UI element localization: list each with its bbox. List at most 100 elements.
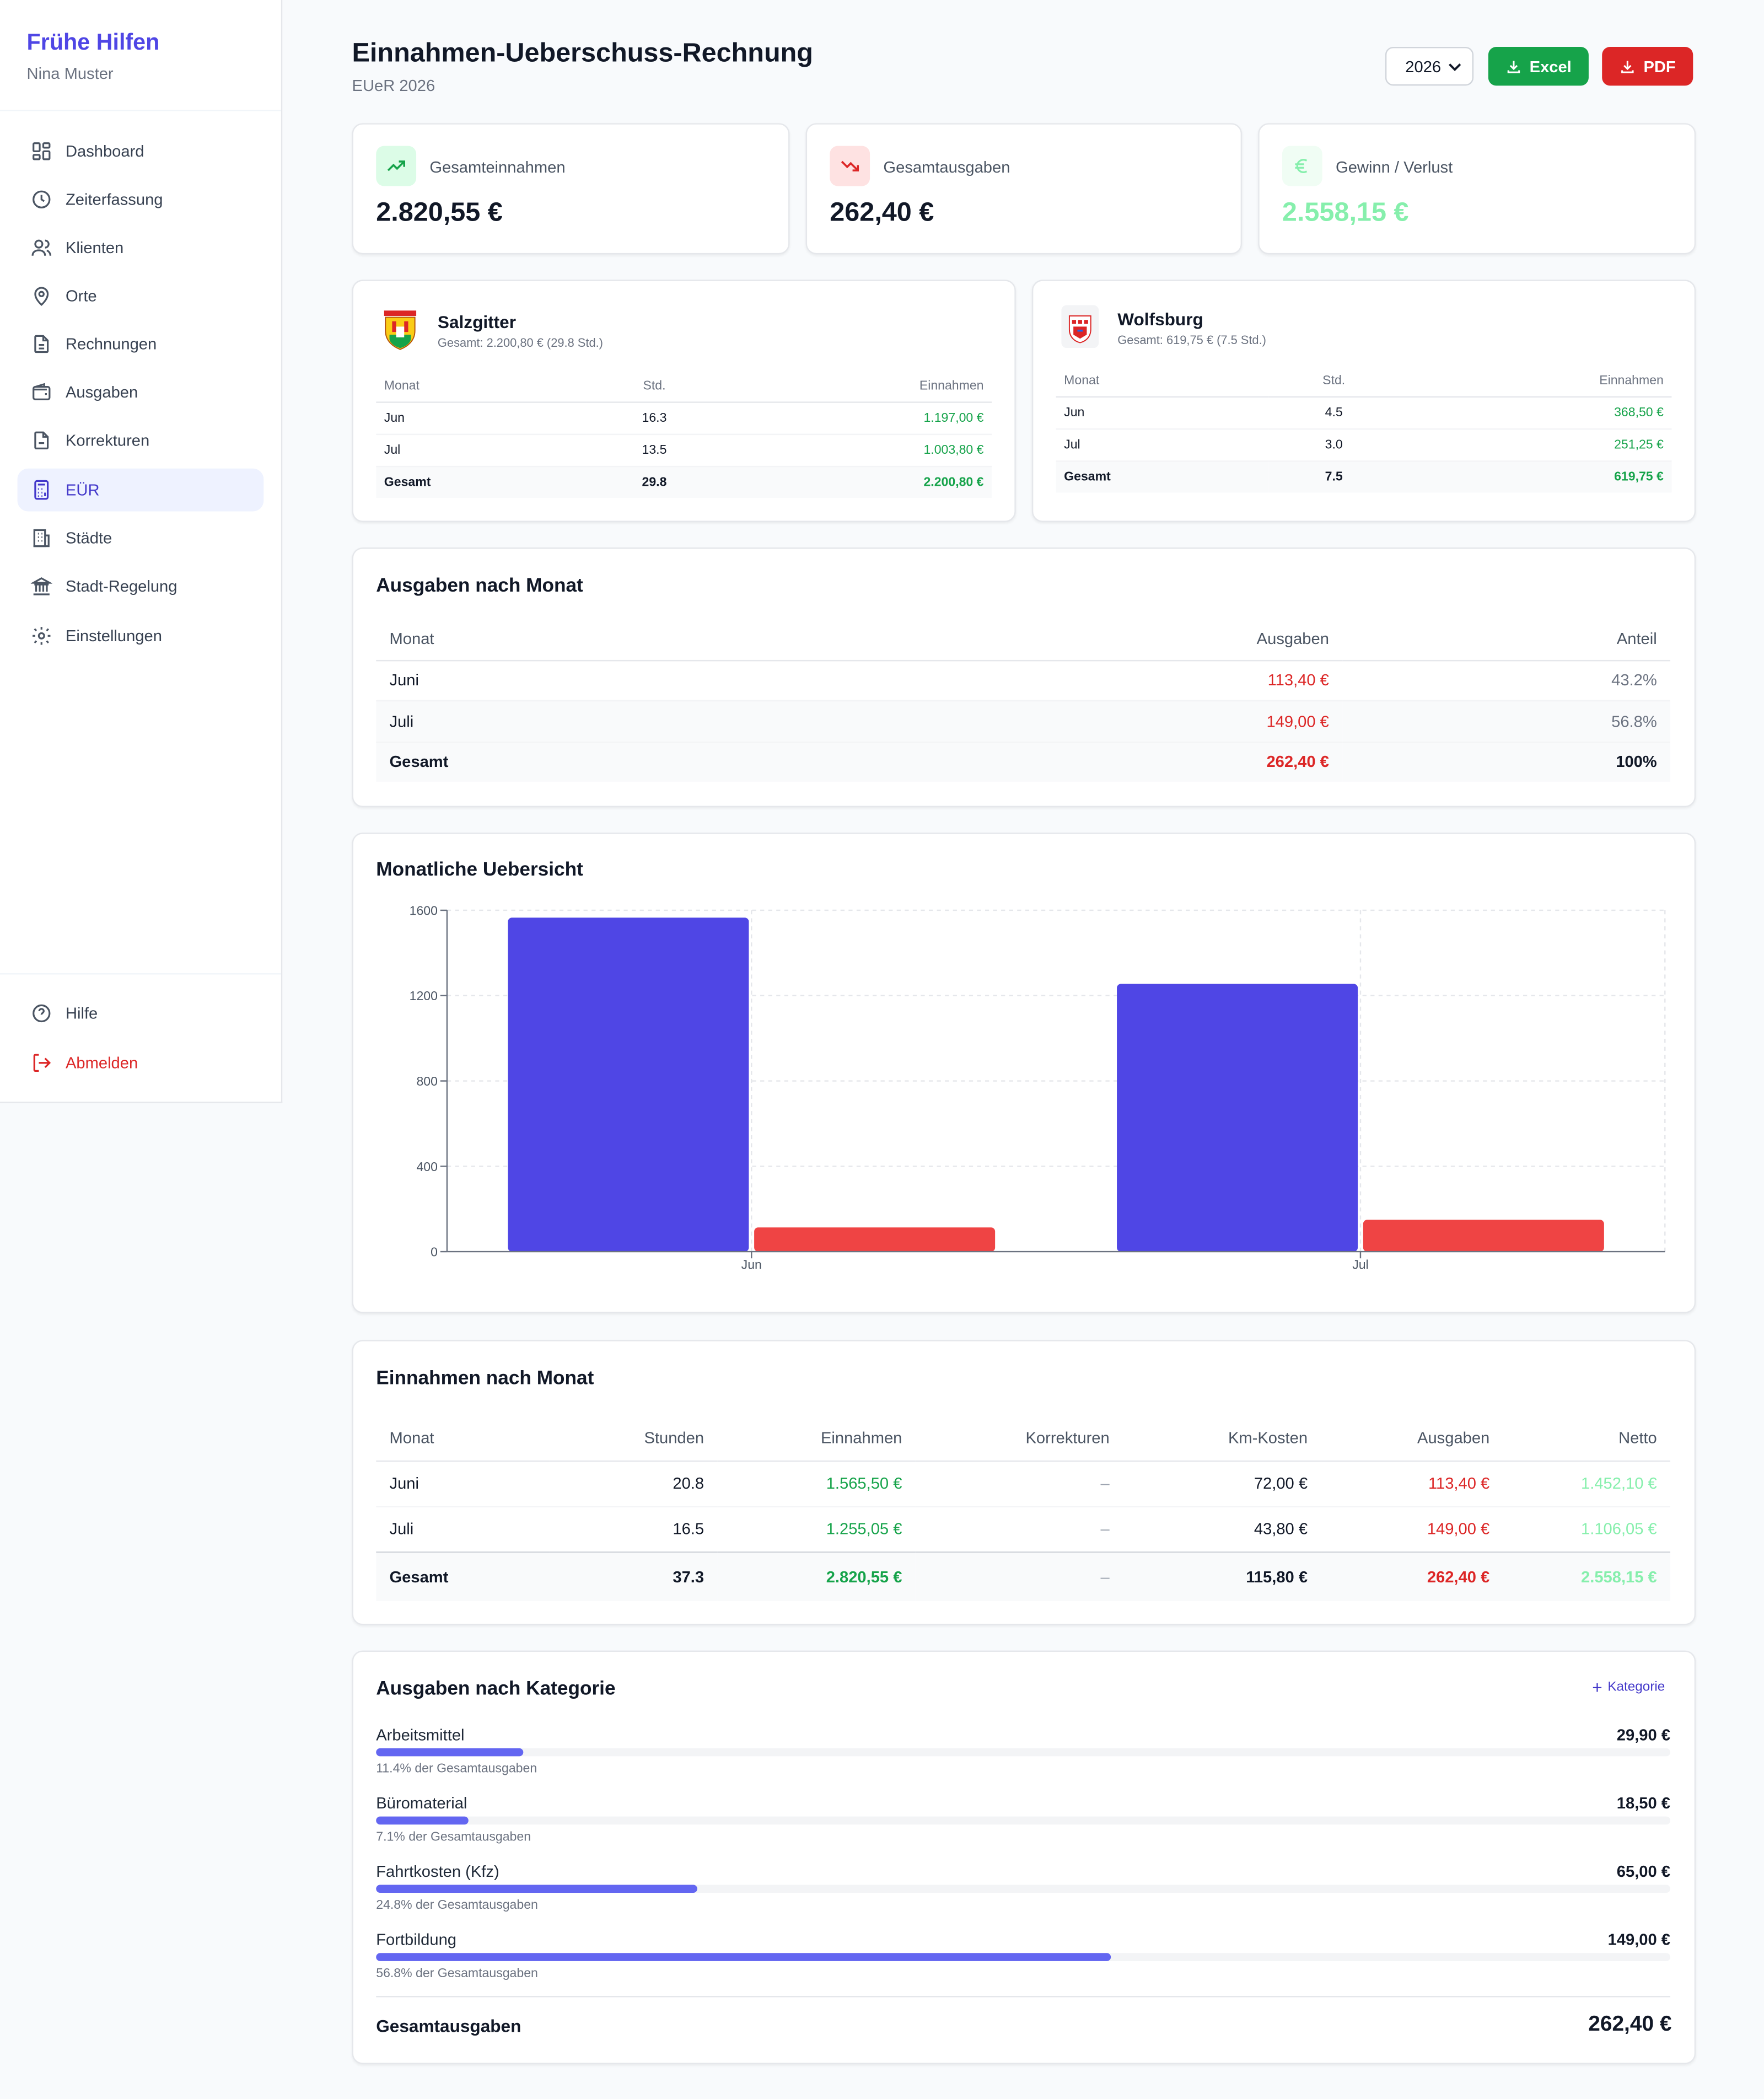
pdf-export-button[interactable]: PDF [1602, 46, 1693, 86]
city-card-wolfsburg: Wolfsburg Gesamt: 619,75 € (7.5 Std.) Mo… [1031, 280, 1696, 522]
cell-hours: 13.5 [586, 434, 723, 468]
y-tick-label: 1200 [410, 989, 438, 1003]
cell-hours: 29.8 [586, 466, 723, 498]
sidebar-item-korrekturen[interactable]: Korrekturen [18, 419, 264, 462]
category-percent: 56.8% der Gesamtausgaben [376, 1966, 538, 1982]
cell-corrections: – [915, 1460, 1123, 1507]
cell-income: 2.820,55 € [717, 1550, 916, 1601]
download-icon [1507, 60, 1520, 73]
trending-down-icon [830, 146, 870, 186]
city-name: Salzgitter [437, 312, 516, 332]
cell-income: 1.565,50 € [717, 1460, 916, 1507]
calculator-icon [31, 479, 52, 501]
excel-export-button[interactable]: Excel [1488, 46, 1589, 86]
building-icon [31, 528, 52, 549]
logout-button[interactable]: Abmelden [18, 1042, 264, 1085]
brand-title[interactable]: Frühe Hilfen [26, 29, 160, 55]
total-expenses-value: 262,40 € [1588, 2013, 1672, 2036]
category-progress-fill [376, 1885, 697, 1893]
add-category-button[interactable]: + Kategorie [1592, 1678, 1665, 1695]
category-name: Fortbildung [376, 1930, 457, 1950]
help-icon [31, 1002, 52, 1024]
category-progress-track [376, 1748, 1671, 1757]
category-value: 65,00 € [1616, 1862, 1671, 1881]
section-title: Ausgaben nach Monat [376, 575, 583, 597]
user-name: Nina Muster [26, 64, 114, 83]
category-progress-fill [376, 1816, 468, 1825]
cell-income: 368,50 € [1399, 396, 1672, 430]
category-progress-fill [376, 1953, 1111, 1961]
sidebar-item-eur[interactable]: EÜR [17, 468, 264, 512]
cell-month: Jun [376, 402, 587, 436]
download-icon [1621, 60, 1634, 73]
col-header: Korrekturen [915, 1415, 1123, 1462]
sidebar-item-klienten[interactable]: Klienten [18, 226, 264, 269]
wolfsburg-crest-icon [1061, 305, 1099, 348]
logout-label: Abmelden [65, 1053, 138, 1072]
sidebar-item-label: Dashboard [65, 142, 144, 161]
file-edit-icon [31, 430, 52, 451]
section-title: Monatliche Uebersicht [376, 859, 583, 881]
sidebar-item-label: Klienten [65, 238, 124, 257]
col-header: Stunden [550, 1415, 718, 1462]
income-stat-card: Gesamteinnahmen 2.820,55 € [352, 123, 790, 255]
cell-share: 56.8% [1342, 700, 1671, 743]
sidebar-item-ausgaben[interactable]: Ausgaben [18, 371, 264, 414]
profit-stat-card: Gewinn / Verlust 2.558,15 € [1258, 123, 1696, 255]
cell-corrections: – [1100, 1519, 1110, 1538]
divider [376, 1995, 1671, 1998]
sidebar-item-label: Korrekturen [65, 431, 150, 450]
category-progress-track [376, 1885, 1671, 1893]
sidebar-divider [0, 973, 281, 975]
cell-month: Gesamt [376, 740, 965, 782]
cell-share: 43.2% [1342, 659, 1671, 701]
sidebar-item-rechnungen[interactable]: Rechnungen [18, 323, 264, 366]
city-card-salzgitter: Salzgitter Gesamt: 2.200,80 € (29.8 Std.… [352, 280, 1016, 522]
logout-icon [31, 1052, 52, 1073]
cell-km-costs: 72,00 € [1123, 1460, 1321, 1507]
add-category-label: Kategorie [1607, 1680, 1665, 1695]
category-name: Büromaterial [376, 1794, 467, 1813]
income-table: Monat Stunden Einnahmen Korrekturen Km-K… [376, 1415, 1671, 1601]
sidebar-item-staedte[interactable]: Städte [18, 517, 264, 560]
category-value: 18,50 € [1616, 1794, 1671, 1813]
cell-amount: 262,40 € [965, 740, 1343, 782]
expenses-by-month-card: Ausgaben nach Monat Monat Ausgaben Antei… [352, 547, 1696, 808]
col-header: Ausgaben [965, 618, 1343, 661]
expenses-table: Monat Ausgaben Anteil Juni 113,40 € 43.2… [376, 618, 1671, 782]
profit-stat-label: Gewinn / Verlust [1336, 158, 1453, 177]
category-progress-track [376, 1816, 1671, 1825]
sidebar-item-einstellungen[interactable]: Einstellungen [18, 614, 264, 657]
cell-amount: 113,40 € [965, 659, 1343, 701]
table-row: Juli 149,00 € 56.8% [376, 700, 1671, 743]
sidebar-item-zeiterfassung[interactable]: Zeiterfassung [18, 178, 264, 221]
sidebar-item-stadt-regelung[interactable]: Stadt-Regelung [18, 565, 264, 608]
col-header: Std. [586, 371, 723, 403]
cell-km-costs: 115,80 € [1123, 1550, 1321, 1601]
cell-hours: 20.8 [550, 1460, 718, 1507]
cell-month: Gesamt [376, 1550, 550, 1601]
sidebar-item-hilfe[interactable]: Hilfe [18, 992, 264, 1035]
cell-expenses: 113,40 € [1321, 1460, 1503, 1507]
cell-income: 251,25 € [1399, 429, 1672, 462]
sidebar-item-dashboard[interactable]: Dashboard [18, 130, 264, 173]
map-pin-icon [31, 285, 52, 307]
cell-month: Juni [376, 1460, 550, 1507]
cell-month: Jul [376, 434, 587, 468]
cell-month: Juli [376, 700, 965, 743]
income-stat-value: 2.820,55 € [376, 198, 503, 228]
expense-stat-card: Gesamtausgaben 262,40 € [805, 123, 1243, 255]
cell-net: 1.106,05 € [1581, 1519, 1657, 1538]
category-name: Arbeitsmittel [376, 1725, 465, 1744]
sidebar-item-label: Stadt-Regelung [65, 577, 178, 596]
cell-corrections: – [915, 1550, 1123, 1601]
sidebar-item-label: Orte [65, 286, 97, 305]
table-total-row: Gesamt 37.3 2.820,55 € – 115,80 € 262,40… [376, 1550, 1671, 1601]
cell-month: Gesamt [376, 466, 587, 498]
sidebar-item-orte[interactable]: Orte [18, 275, 264, 318]
year-select[interactable]: 2026 [1385, 46, 1474, 86]
cell-income: 1.255,05 € [826, 1519, 902, 1538]
page-subtitle: EUeR 2026 [352, 76, 435, 95]
table-total-row: Gesamt 262,40 € 100% [376, 740, 1671, 782]
col-header: Netto [1503, 1415, 1671, 1462]
